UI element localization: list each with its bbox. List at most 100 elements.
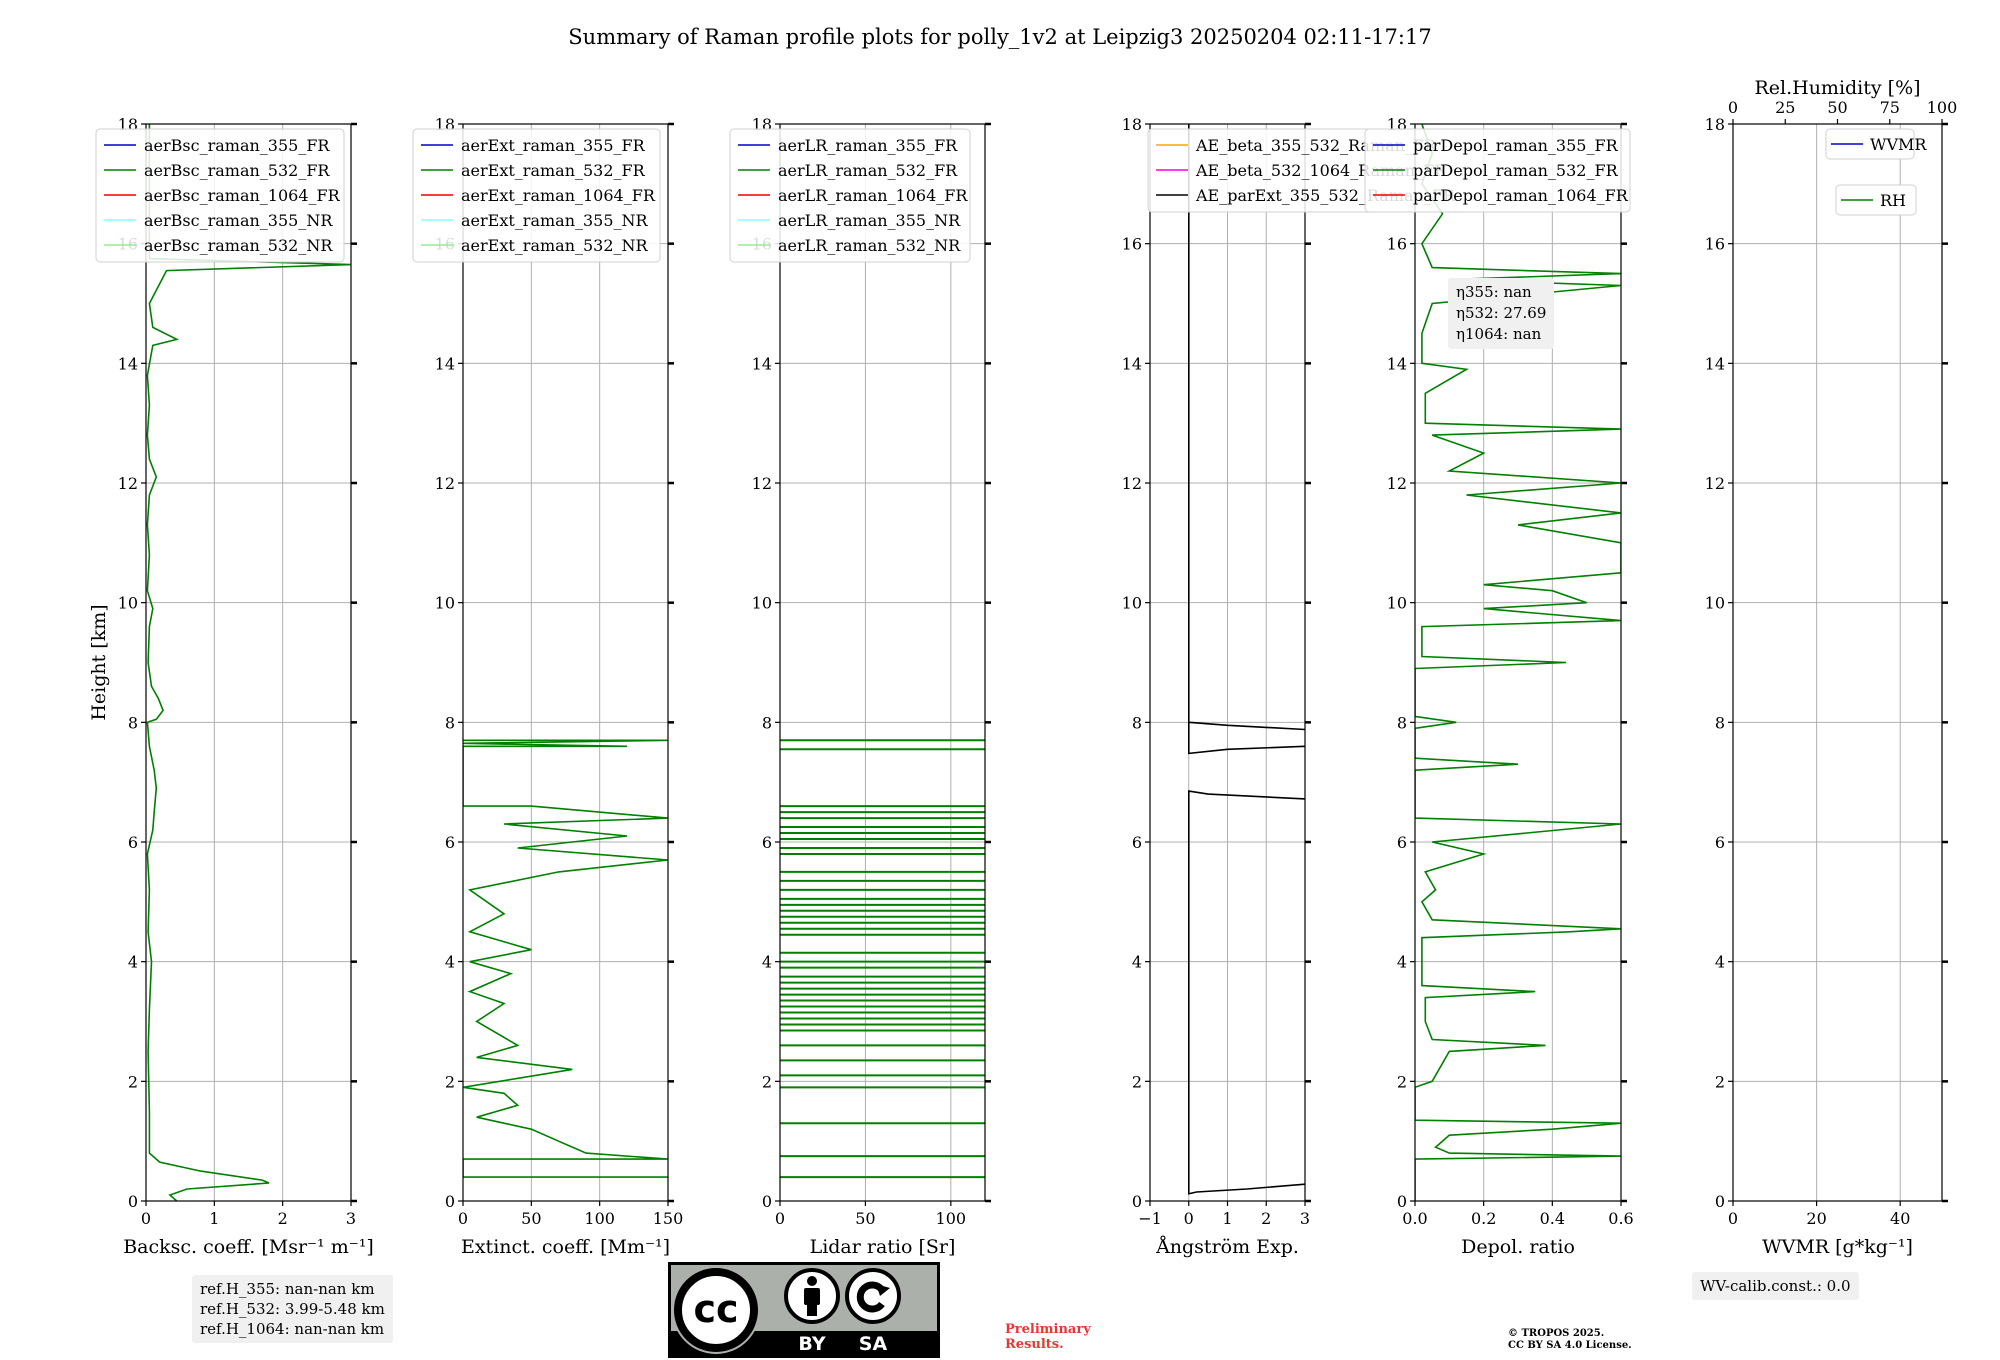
y-tick-label: 10 (1122, 594, 1142, 613)
copyright-line-2: CC BY SA 4.0 License. (1508, 1340, 1632, 1351)
y-tick-label: 6 (445, 833, 455, 852)
legend-label: aerLR_raman_355_NR (778, 211, 961, 230)
ref-line-355: ref.H_355: nan-nan km (200, 1280, 375, 1298)
preliminary-line-1: Preliminary (1005, 1322, 1091, 1337)
y-tick-label: 2 (1132, 1072, 1142, 1091)
legend-box (729, 128, 971, 263)
x-tick-label: 2 (278, 1209, 288, 1228)
legend-label: aerLR_raman_355_FR (778, 136, 958, 155)
legend-box (412, 128, 661, 263)
x-tick-label: 0 (458, 1209, 468, 1228)
top-x-tick-label: 50 (1827, 98, 1847, 117)
legend-label: aerExt_raman_1064_FR (461, 186, 656, 205)
legend-box (1364, 128, 1631, 213)
y-tick-label: 0 (762, 1192, 772, 1211)
share-alike-icon (845, 1268, 901, 1324)
legend: WVMR RH (1825, 128, 1927, 216)
legend-label: parDepol_raman_355_FR (1413, 136, 1619, 155)
axes-frame (462, 123, 669, 1202)
legend-label: aerBsc_raman_532_NR (144, 236, 333, 255)
preliminary-line-2: Results. (1005, 1337, 1064, 1352)
eta-line-1064: η1064: nan (1456, 325, 1542, 343)
y-tick-label: 6 (1397, 833, 1407, 852)
x-tick-label: 0 (141, 1209, 151, 1228)
legend-box (1825, 128, 1915, 160)
x-axis-label: Lidar ratio [Sr] (810, 1236, 956, 1258)
legend-label: aerBsc_raman_1064_FR (144, 186, 341, 205)
legend-label: parDepol_raman_1064_FR (1413, 186, 1629, 205)
sa-label: SA (859, 1333, 888, 1355)
eta-line-355: η355: nan (1456, 283, 1532, 301)
series-group (1188, 124, 1305, 1195)
preliminary-note: Preliminary Results. (1005, 1322, 1091, 1352)
cc-license-badge[interactable]: cc BY SA (668, 1262, 940, 1358)
legend-label: aerBsc_raman_355_FR (144, 136, 330, 155)
legend-label: aerLR_raman_532_NR (778, 236, 961, 255)
x-axis-label: Backsc. coeff. [Msr⁻¹ m⁻¹] (123, 1236, 374, 1258)
y-tick-label: 12 (752, 474, 772, 493)
y-tick-label: 14 (1387, 354, 1407, 373)
axes-frame (1732, 123, 1943, 1202)
panel-2: 024681012141618050100150Extinct. coeff. … (412, 115, 683, 1258)
x-tick-label: 0.2 (1471, 1209, 1496, 1228)
y-tick-label: 2 (128, 1072, 138, 1091)
reference-height-box: ref.H_355: nan-nan km ref.H_532: 3.99-5.… (192, 1275, 393, 1343)
wv-calib-box: WV-calib.const.: 0.0 (1692, 1272, 1859, 1300)
top-x-tick-label: 75 (1880, 98, 1900, 117)
legend-label: parDepol_raman_532_FR (1413, 161, 1619, 180)
legend-label: aerExt_raman_532_FR (461, 161, 646, 180)
by-person-icon (784, 1268, 840, 1324)
y-tick-label: 8 (1715, 713, 1725, 732)
y-tick-label: 4 (128, 953, 138, 972)
y-tick-label: 12 (1387, 474, 1407, 493)
panels: 0246810121416180123Backsc. coeff. [Msr⁻¹… (88, 77, 1957, 1258)
wv-calib-text: WV-calib.const.: 0.0 (1700, 1277, 1851, 1295)
legend-label: aerExt_raman_355_FR (461, 136, 646, 155)
x-tick-label: 0.0 (1402, 1209, 1427, 1228)
legend-box (95, 128, 345, 263)
series-group (1415, 124, 1621, 1201)
y-tick-label: 2 (445, 1072, 455, 1091)
legend-label: aerLR_raman_1064_FR (778, 186, 968, 205)
y-tick-label: 8 (1397, 713, 1407, 732)
x-tick-label: 3 (346, 1209, 356, 1228)
x-tick-label: 100 (936, 1209, 967, 1228)
y-tick-label: 14 (118, 354, 138, 373)
x-tick-label: 0.4 (1540, 1209, 1565, 1228)
y-tick-label: 16 (1122, 235, 1142, 254)
series-line-AE_parExt_355_532_Raman_FR (1188, 124, 1305, 1195)
x-tick-label: 2 (1261, 1209, 1271, 1228)
x-tick-label: 3 (1300, 1209, 1310, 1228)
y-tick-label: 14 (435, 354, 455, 373)
legend-label: aerLR_raman_532_FR (778, 161, 958, 180)
y-tick-label: 4 (1397, 953, 1407, 972)
legend-box (1835, 184, 1917, 216)
top-x-tick-label: 100 (1927, 98, 1958, 117)
y-tick-label: 4 (762, 953, 772, 972)
legend-label: aerBsc_raman_532_FR (144, 161, 330, 180)
y-tick-label: 14 (1705, 354, 1725, 373)
y-tick-label: 12 (1705, 474, 1725, 493)
y-tick-label: 2 (1715, 1072, 1725, 1091)
y-tick-label: 2 (1397, 1072, 1407, 1091)
series-line-parDepol_raman_532_FR (1415, 124, 1621, 1201)
y-tick-label: 4 (1715, 953, 1725, 972)
y-tick-label: 4 (445, 953, 455, 972)
y-tick-label: 10 (1387, 594, 1407, 613)
eta-box: η355: nan η532: 27.69 η1064: nan (1448, 278, 1555, 349)
legend: aerExt_raman_355_FR aerExt_raman_532_FRae… (412, 128, 661, 263)
figure-title: Summary of Raman profile plots for polly… (568, 25, 1431, 49)
legend-label: aerBsc_raman_355_NR (144, 211, 333, 230)
top-x-tick-label: 0 (1728, 98, 1738, 117)
axes-frame (145, 123, 352, 1202)
y-tick-label: 0 (128, 1192, 138, 1211)
x-tick-label: 50 (855, 1209, 875, 1228)
panel-1: 0246810121416180123Backsc. coeff. [Msr⁻¹… (88, 115, 374, 1258)
series-line-aerBsc_raman_532_FR (146, 124, 351, 1201)
y-tick-label: 10 (435, 594, 455, 613)
y-tick-label: 8 (128, 713, 138, 732)
series-line-aerExt_raman_532_FR (463, 739, 668, 1178)
y-tick-label: 6 (762, 833, 772, 852)
x-axis-label: Ångström Exp. (1155, 1236, 1299, 1258)
